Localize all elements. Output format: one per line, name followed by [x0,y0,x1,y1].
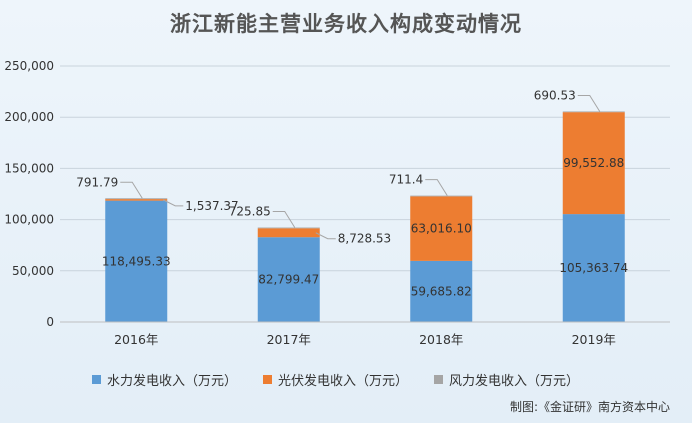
y-tick-label: 200,000 [4,110,54,124]
chart-title: 浙江新能主营业务收入构成变动情况 [170,12,522,36]
data-label-wind: 711.4 [389,173,423,187]
bar-solar [257,228,320,238]
bar-wind [410,195,473,197]
data-label-hydro: 82,799.47 [258,273,319,287]
leader-line-wind [120,181,143,199]
leader-line-wind [272,211,296,228]
legend-swatch-hydro [92,375,101,384]
bar-hydro [410,260,473,322]
data-label-hydro: 118,495.33 [102,254,171,268]
leader-line-solar [315,232,336,240]
bar-wind [105,198,168,200]
legend-swatch-solar [263,375,273,384]
x-tick-label: 2019年 [572,332,616,347]
data-label-wind: 690.53 [534,88,576,102]
y-tick-label: 250,000 [4,59,54,73]
data-label-solar: 99,552.88 [563,156,624,170]
leader-line-wind [577,94,601,112]
x-tick-label: 2016年 [114,332,158,347]
bar-hydro [562,214,625,322]
y-tick-label: 50,000 [12,264,54,278]
bar-solar [410,196,473,261]
data-label-solar: 1,537.37 [185,199,238,213]
legend-label-wind: 风力发电收入（万元） [449,374,580,389]
legend-item-hydro: 水力发电收入（万元） [92,370,237,389]
bar-hydro [257,237,320,322]
legend-label-solar: 光伏发电收入（万元） [278,374,409,389]
leader-line-wind [425,179,448,196]
legend-item-wind: 风力发电收入（万元） [434,370,579,389]
bar-wind [562,111,625,113]
data-label-hydro: 105,363.74 [559,261,628,275]
data-label-wind: 725.85 [229,205,271,219]
leader-line-solar [163,199,184,207]
legend: 水力发电收入（万元） 光伏发电收入（万元） 风力发电收入（万元） [92,370,579,389]
x-tick-label: 2018年 [419,332,463,347]
y-tick-label: 0 [46,315,54,329]
bar-hydro [105,200,168,322]
bar-solar [105,199,168,201]
bar-solar [562,112,625,215]
chart-credit: 制图:《金证研》南方资本中心 [509,400,670,414]
y-tick-label: 100,000 [4,213,54,227]
x-tick-label: 2017年 [267,332,311,347]
legend-swatch-wind [434,375,444,384]
data-label-solar: 8,728.53 [338,232,391,246]
data-label-solar: 63,016.10 [411,222,472,236]
bar-wind [257,227,320,229]
legend-item-solar: 光伏发电收入（万元） [263,370,408,389]
y-tick-label: 150,000 [4,161,54,175]
data-label-wind: 791.79 [76,175,118,189]
data-label-hydro: 59,685.82 [411,284,472,298]
legend-label-hydro: 水力发电收入（万元） [107,374,238,389]
